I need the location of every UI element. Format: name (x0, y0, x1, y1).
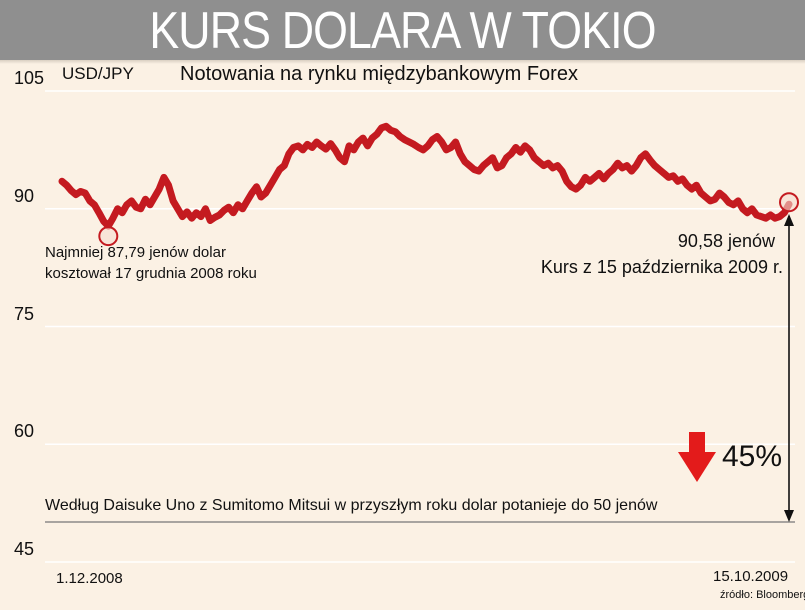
x-start-label: 1.12.2008 (56, 570, 123, 587)
down-arrow-icon (678, 432, 716, 482)
y-tick-label: 75 (14, 303, 35, 324)
min-annotation: Najmniej 87,79 jenów dolar kosztował 17 … (45, 244, 257, 282)
change-arrow-head-top (784, 214, 794, 226)
last-date-label: Kurs z 15 października 2009 r. (540, 257, 783, 277)
chart-title: KURS DOLARA W TOKIO (149, 2, 656, 60)
change-arrow-head-bottom (784, 510, 794, 522)
y-tick-label: 60 (14, 421, 35, 442)
grid-lines (45, 90, 795, 563)
series-line (58, 122, 793, 230)
unit-label: USD/JPY (62, 64, 134, 83)
y-tick-label: 90 (14, 185, 35, 206)
last-value-label: 90,58 jenów (677, 231, 775, 251)
series-points (62, 126, 789, 226)
change-arrow (784, 214, 794, 522)
y-tick-label: 105 (14, 68, 45, 88)
header-band (0, 0, 805, 60)
chart-subtitle: Notowania na rynku międzybankowym Forex (180, 63, 578, 85)
forecast-change-label: 45% (722, 440, 783, 473)
x-end-label: 15.10.2009 (713, 568, 789, 585)
y-tick-label: 45 (14, 539, 35, 559)
last-value-marker (779, 192, 799, 213)
min-value-marker (98, 226, 119, 247)
down-arrow-head (678, 452, 716, 482)
header-shadow (0, 60, 805, 64)
source-label: źródło: Bloomberg (720, 589, 805, 601)
down-arrow-stem (689, 432, 705, 454)
forecast-annotation: Według Daisuke Uno z Sumitomo Mitsui w p… (45, 497, 658, 514)
